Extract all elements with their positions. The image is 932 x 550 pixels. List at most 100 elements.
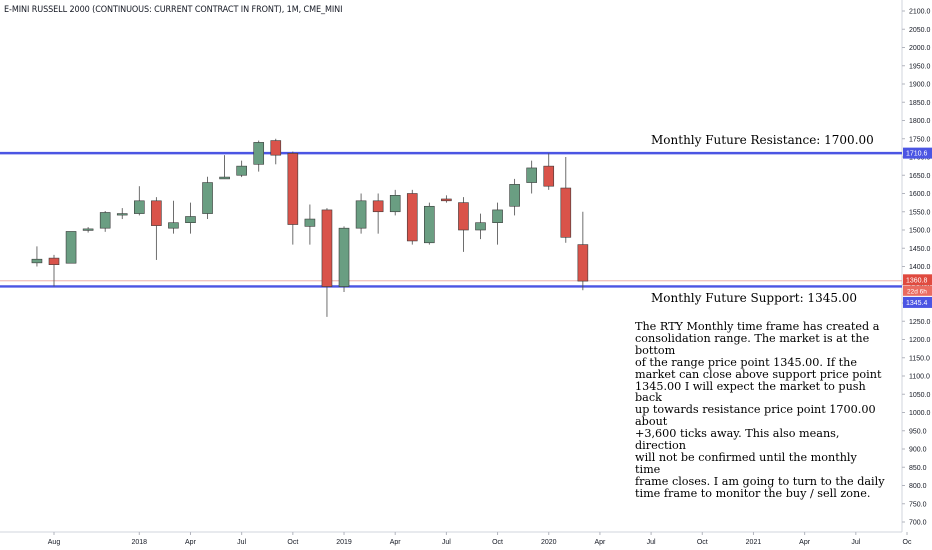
candle[interactable]	[577, 211, 589, 291]
resistance-price-tag-bg	[903, 147, 932, 159]
candle[interactable]	[321, 208, 333, 317]
candle-body	[509, 184, 520, 207]
y-tick-label: 750.0	[909, 501, 927, 508]
x-tick-label: 2021	[746, 539, 762, 546]
analysis-note: The RTY Monthly time frame has created a…	[635, 320, 885, 500]
candle[interactable]	[48, 254, 60, 287]
candle[interactable]	[82, 227, 94, 233]
candle-body	[304, 218, 316, 227]
candle[interactable]	[458, 197, 469, 252]
candle[interactable]	[116, 208, 128, 220]
candle-body	[168, 222, 179, 229]
x-tick-label: Jul	[442, 539, 451, 546]
candle-body	[116, 213, 128, 216]
candle-body	[406, 193, 418, 242]
candle[interactable]	[526, 160, 537, 194]
last-price-tag-bg	[903, 274, 932, 286]
candle[interactable]	[185, 202, 196, 234]
candle-body	[321, 209, 333, 287]
x-tick-label: 2018	[132, 539, 148, 546]
candle[interactable]	[134, 186, 145, 216]
candle-body	[236, 165, 247, 176]
candle-body	[99, 212, 111, 229]
candle[interactable]	[389, 189, 401, 216]
candle-body	[219, 176, 230, 180]
support-price-tag: 1345.4	[906, 300, 928, 307]
candle[interactable]	[338, 226, 350, 293]
x-tick-label: Aug	[48, 539, 61, 546]
candle[interactable]	[270, 138, 282, 165]
candle-body	[287, 153, 299, 225]
candle[interactable]	[202, 176, 213, 220]
candle[interactable]	[253, 140, 265, 172]
y-tick-label: 1150.0	[909, 355, 930, 362]
candle[interactable]	[406, 189, 418, 245]
x-tick-label: Apr	[185, 539, 197, 546]
resistance-annotation: Monthly Future Resistance: 1700.00	[651, 133, 874, 147]
candle-body	[202, 182, 213, 214]
candle[interactable]	[560, 157, 572, 243]
y-tick-label: 1000.0	[909, 410, 931, 417]
y-tick-label: 1550.0	[909, 209, 931, 216]
candle-body	[424, 205, 435, 244]
y-tick-label: 900.0	[909, 447, 927, 454]
x-tick-label: Oct	[287, 539, 298, 546]
candle-body	[475, 222, 486, 231]
countdown-tag: 22d 6h	[907, 288, 927, 295]
last-price-tag: 1360.8	[906, 277, 928, 284]
x-tick-label: Jul	[851, 539, 860, 546]
candle-body	[185, 216, 196, 223]
y-tick-label: 1100.0	[909, 374, 930, 381]
y-tick-label: 1200.0	[909, 337, 931, 344]
candle[interactable]	[168, 200, 179, 234]
candle[interactable]	[475, 213, 486, 240]
candle-body	[338, 227, 350, 287]
candle[interactable]	[287, 151, 299, 245]
candle-body	[31, 258, 43, 264]
candle[interactable]	[31, 246, 43, 267]
x-tick-label: Apr	[390, 539, 402, 546]
candle[interactable]	[372, 193, 384, 234]
candle[interactable]	[236, 160, 247, 178]
y-tick-label: 1050.0	[909, 392, 931, 399]
candle-body	[372, 200, 384, 213]
resistance-price-tag: 1710.6	[906, 151, 928, 158]
y-tick-label: 1500.0	[909, 228, 931, 235]
y-tick-label: 1600.0	[909, 191, 931, 198]
candle-body	[253, 142, 265, 165]
y-tick-label: 1350.0	[909, 282, 931, 289]
y-tick-label: 1800.0	[909, 118, 931, 125]
candle-body	[48, 257, 60, 265]
x-tick-label: Apr	[594, 539, 606, 546]
candle[interactable]	[355, 193, 367, 234]
candle[interactable]	[424, 202, 435, 245]
x-tick-label: 2020	[541, 539, 557, 546]
candle[interactable]	[151, 197, 162, 260]
candle[interactable]	[441, 195, 452, 203]
candle-body	[577, 244, 589, 282]
candle[interactable]	[543, 153, 555, 190]
x-tick-label: Oc	[903, 539, 912, 546]
candle-body	[526, 167, 537, 183]
y-tick-label: 1750.0	[909, 136, 931, 143]
y-tick-label: 1850.0	[909, 100, 931, 107]
candle[interactable]	[99, 211, 111, 232]
x-tick-label: Jul	[647, 539, 656, 546]
y-tick-label: 1650.0	[909, 173, 931, 180]
x-tick-label: Oct	[697, 539, 708, 546]
candle-body	[270, 140, 282, 156]
x-tick-label: Oct	[492, 539, 503, 546]
candle-body	[134, 200, 145, 214]
candle[interactable]	[65, 231, 77, 264]
candle-body	[389, 195, 401, 213]
candle-body	[151, 200, 162, 226]
candle[interactable]	[219, 155, 230, 180]
candle[interactable]	[509, 178, 520, 216]
candle[interactable]	[304, 204, 316, 245]
candle-body	[543, 165, 555, 187]
chart-symbol-title: E-MINI RUSSELL 2000 (CONTINUOUS: CURRENT…	[4, 5, 343, 15]
y-tick-label: 800.0	[909, 483, 927, 490]
y-tick-label: 1950.0	[909, 63, 931, 70]
candle[interactable]	[492, 202, 503, 245]
